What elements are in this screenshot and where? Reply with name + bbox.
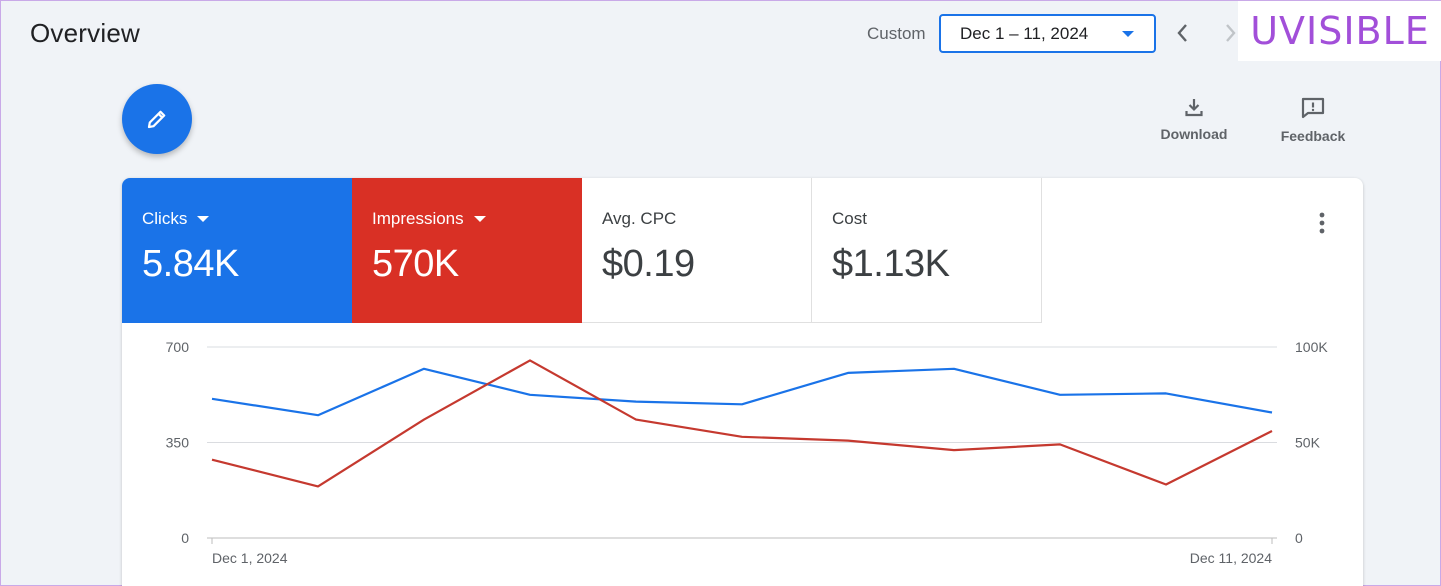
series-line-clicks <box>211 367 1273 417</box>
metric-impressions-header: Impressions <box>372 209 582 229</box>
right-axis-tick-label: 0 <box>1295 530 1303 546</box>
next-period-button[interactable] <box>1216 18 1246 48</box>
metric-clicks-label: Clicks <box>142 209 188 228</box>
left-axis-tick-label: 700 <box>166 339 190 355</box>
uvisible-logo: UVISIBLE <box>1238 1 1441 61</box>
date-range-type-label: Custom <box>867 24 926 43</box>
right-axis-tick-label: 100K <box>1295 339 1328 355</box>
left-axis-tick-label: 350 <box>166 435 190 451</box>
pencil-icon <box>147 110 166 129</box>
x-axis-end-label: Dec 11, 2024 <box>1190 550 1272 566</box>
dropdown-arrow-icon <box>1122 31 1134 37</box>
metric-avg-cpc-label: Avg. CPC <box>602 209 677 228</box>
dropdown-arrow-icon <box>473 216 486 222</box>
download-button[interactable]: Download <box>1158 96 1230 142</box>
series-line-impressions <box>211 359 1273 488</box>
download-label: Download <box>1160 126 1228 142</box>
metric-cost-value: $1.13K <box>832 243 950 285</box>
metric-impressions-value: 570K <box>372 243 459 285</box>
performance-line-chart: 700 100K 350 50K 0 0 Dec 1, 2024 Dec 11, 2024 <box>166 339 1329 566</box>
metric-clicks[interactable]: Clicks 5.84K <box>122 178 352 323</box>
metric-impressions-label: Impressions <box>372 209 464 228</box>
download-icon <box>1185 99 1203 117</box>
chevron-right-icon <box>1226 24 1236 42</box>
chevron-left-icon <box>1177 24 1187 42</box>
more-vert-icon <box>1319 212 1325 234</box>
metric-avg-cpc-value: $0.19 <box>602 243 695 285</box>
feedback-button[interactable]: Feedback <box>1277 96 1349 144</box>
x-axis-start-label: Dec 1, 2024 <box>212 550 288 566</box>
metric-tabs: Clicks 5.84K Impressions 570K Avg. CPC $… <box>122 178 1042 323</box>
date-range-value: Dec 1 – 11, 2024 <box>960 23 1089 43</box>
previous-period-button[interactable] <box>1167 18 1197 48</box>
metric-clicks-value: 5.84K <box>142 243 239 285</box>
date-range-dropdown[interactable]: Dec 1 – 11, 2024 <box>939 14 1156 53</box>
edit-button[interactable] <box>122 84 192 154</box>
right-axis-tick-label: 50K <box>1295 435 1321 451</box>
left-axis-tick-label: 0 <box>181 530 189 546</box>
more-options-button[interactable] <box>1309 210 1335 236</box>
performance-card: Clicks 5.84K Impressions 570K Avg. CPC $… <box>122 178 1363 586</box>
metric-impressions[interactable]: Impressions 570K <box>352 178 582 323</box>
metric-cost-label: Cost <box>832 209 867 228</box>
metric-avg-cpc[interactable]: Avg. CPC $0.19 <box>582 178 812 323</box>
metric-clicks-header: Clicks <box>142 209 352 229</box>
dropdown-arrow-icon <box>197 216 210 222</box>
metric-cost[interactable]: Cost $1.13K <box>812 178 1042 323</box>
page-title: Overview <box>30 18 140 48</box>
feedback-icon <box>1301 97 1325 119</box>
feedback-label: Feedback <box>1280 128 1346 144</box>
